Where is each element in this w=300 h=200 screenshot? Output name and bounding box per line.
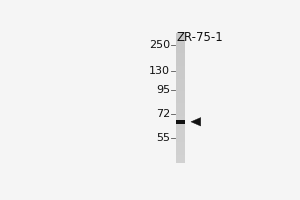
Bar xyxy=(176,83,185,85)
Bar xyxy=(176,148,185,150)
Bar xyxy=(176,104,185,106)
Bar xyxy=(176,154,185,156)
Bar xyxy=(176,143,185,145)
Bar xyxy=(176,135,185,137)
Bar xyxy=(176,44,185,46)
Bar xyxy=(176,138,185,140)
Bar xyxy=(176,133,185,135)
Bar xyxy=(176,106,185,108)
Bar xyxy=(176,57,185,59)
Bar xyxy=(176,98,185,100)
Text: 95: 95 xyxy=(156,85,170,95)
Bar xyxy=(176,49,185,51)
Bar xyxy=(176,51,185,53)
Bar xyxy=(176,120,185,124)
Bar xyxy=(176,125,185,127)
Bar xyxy=(176,90,185,91)
Bar xyxy=(176,141,185,143)
Bar xyxy=(176,67,185,69)
Bar xyxy=(176,119,185,121)
Bar xyxy=(176,74,185,75)
Bar xyxy=(176,64,185,66)
Bar xyxy=(176,146,185,148)
Bar xyxy=(176,145,185,146)
Bar xyxy=(176,96,185,98)
Bar xyxy=(176,62,185,64)
Bar xyxy=(176,140,185,142)
Bar xyxy=(176,72,185,74)
Bar xyxy=(176,117,185,119)
Text: 72: 72 xyxy=(156,109,170,119)
Bar xyxy=(176,36,185,38)
Bar xyxy=(176,75,185,77)
Bar xyxy=(176,91,185,93)
Bar xyxy=(176,127,185,129)
Bar xyxy=(176,153,185,155)
Text: ZR-75-1: ZR-75-1 xyxy=(177,31,224,44)
Bar xyxy=(176,61,185,62)
Bar xyxy=(176,43,185,45)
Bar xyxy=(176,122,185,124)
Bar xyxy=(176,86,185,88)
Bar xyxy=(176,93,185,95)
Bar xyxy=(176,35,185,36)
Bar xyxy=(176,120,185,122)
Bar xyxy=(176,150,185,151)
Bar xyxy=(176,159,185,161)
Bar xyxy=(176,82,185,83)
Bar xyxy=(176,59,185,61)
Bar xyxy=(176,54,185,56)
Bar xyxy=(176,38,185,40)
Bar xyxy=(176,46,185,48)
Bar xyxy=(176,33,185,163)
Bar xyxy=(176,70,185,72)
Bar xyxy=(176,80,185,82)
Bar xyxy=(176,128,185,130)
Bar xyxy=(176,132,185,133)
Bar xyxy=(176,130,185,132)
Bar xyxy=(176,95,185,96)
Bar xyxy=(176,151,185,153)
Text: 130: 130 xyxy=(149,66,170,76)
Bar xyxy=(176,88,185,90)
Bar xyxy=(176,85,185,87)
Bar xyxy=(176,107,185,109)
Bar xyxy=(176,99,185,101)
Bar xyxy=(176,112,185,114)
Bar xyxy=(176,69,185,70)
Bar xyxy=(176,158,185,159)
Bar xyxy=(176,103,185,104)
Bar xyxy=(176,48,185,49)
Bar xyxy=(176,65,185,67)
Text: 55: 55 xyxy=(156,133,170,143)
Bar xyxy=(176,33,185,35)
Bar xyxy=(176,56,185,57)
Bar xyxy=(176,78,185,80)
Bar xyxy=(176,137,185,138)
Bar xyxy=(176,111,185,112)
Bar xyxy=(176,156,185,158)
Bar xyxy=(176,114,185,116)
Bar xyxy=(176,77,185,79)
Text: 250: 250 xyxy=(149,40,170,50)
Bar xyxy=(176,41,185,43)
Bar xyxy=(176,161,185,163)
Bar xyxy=(176,109,185,111)
Bar xyxy=(176,40,185,41)
Bar xyxy=(176,52,185,54)
Bar xyxy=(176,124,185,125)
Bar xyxy=(176,116,185,117)
Bar xyxy=(176,101,185,103)
Polygon shape xyxy=(191,118,201,126)
